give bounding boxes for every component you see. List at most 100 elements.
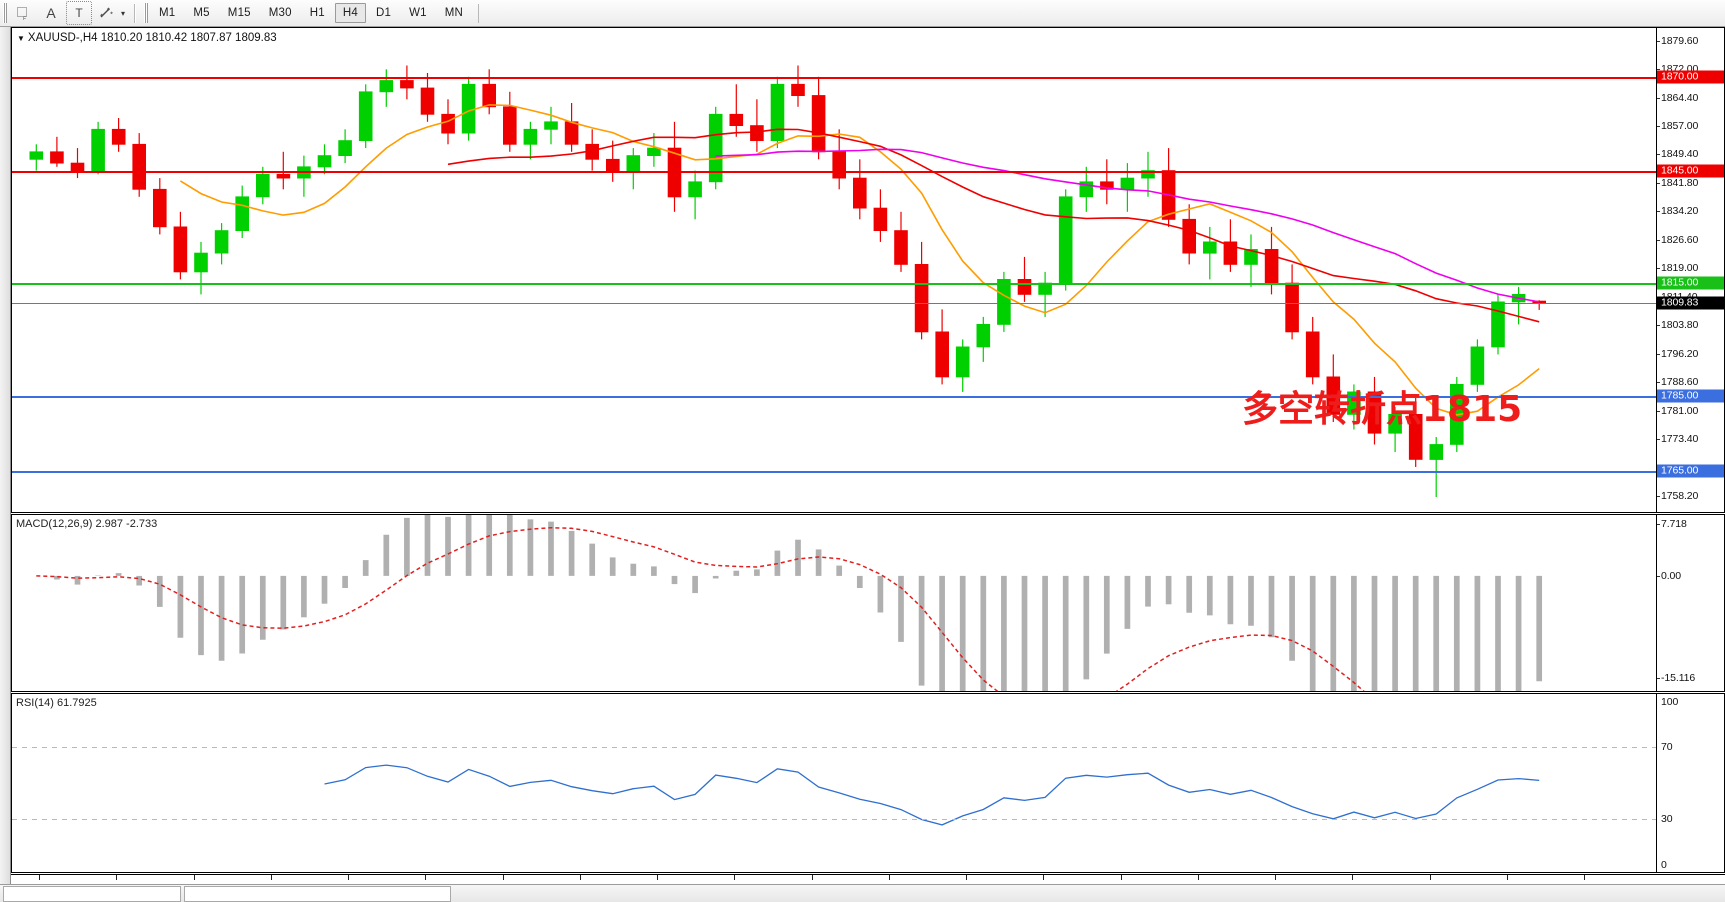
axis-tick-mark <box>1657 353 1660 355</box>
price-plot-area[interactable]: 多空转折点1815 <box>12 28 1657 512</box>
axis-tick-mark <box>1657 496 1660 498</box>
status-bar <box>0 884 1725 902</box>
price-tick-label: 1819.00 <box>1661 262 1699 275</box>
time-tick-mark <box>1120 875 1122 880</box>
axis-tick-mark <box>1657 523 1660 525</box>
price-pane[interactable]: 多空转折点1815 1879.60 1872.00 1864.40 1857.00 18… <box>11 27 1725 513</box>
time-tick-mark <box>888 875 890 880</box>
axis-tick-mark <box>1657 97 1660 99</box>
time-tick-mark <box>116 875 118 880</box>
price-tick-label: 1773.40 <box>1661 433 1699 446</box>
rsi-tick-label: 100 <box>1661 696 1679 708</box>
price-line-pivot[interactable] <box>12 283 1657 286</box>
crosshair-grid-icon[interactable]: F <box>10 1 36 25</box>
price-pill-resistance[interactable]: 1845.00 <box>1657 164 1724 178</box>
time-tick-mark <box>1197 875 1199 880</box>
axis-tick-mark <box>1657 410 1660 412</box>
macd-plot-area[interactable] <box>12 515 1657 691</box>
timeframe-m5[interactable]: M5 <box>193 7 210 19</box>
price-pill-support[interactable]: 1785.00 <box>1657 389 1724 403</box>
price-tick-label: 1796.20 <box>1661 347 1699 360</box>
macd-tick-label: 0.00 <box>1661 569 1682 582</box>
axis-tick-mark <box>1657 40 1660 42</box>
toolbar-separator <box>134 3 137 23</box>
macd-tick-label: 7.718 <box>1661 517 1687 530</box>
price-pill-resistance[interactable]: 1870.00 <box>1657 70 1724 84</box>
objects-tool-icon[interactable] <box>94 1 120 25</box>
price-tick-label: 1857.00 <box>1661 119 1699 132</box>
timeframe-m30[interactable]: M30 <box>268 7 292 19</box>
time-tick-mark <box>1352 875 1354 880</box>
text-tool-icon[interactable]: A <box>38 1 64 25</box>
svg-text:F: F <box>23 16 26 21</box>
macd-pane[interactable]: 7.718 0.00 -15.116 MACD(12,26,9) 2.987 -2.… <box>11 514 1725 692</box>
macd-axis[interactable]: 7.718 0.00 -15.116 <box>1656 515 1724 691</box>
time-tick-mark <box>734 875 736 880</box>
objects-dropdown-icon[interactable]: ▾ <box>121 8 126 18</box>
macd-tick-label: -15.116 <box>1661 672 1696 685</box>
time-tick-mark <box>579 875 581 880</box>
rsi-axis[interactable]: 100 70 30 0 <box>1656 694 1724 872</box>
price-tick-label: 1826.60 <box>1661 233 1699 246</box>
label-tool-icon[interactable]: T <box>66 1 92 25</box>
rsi-level-30 <box>12 818 1657 820</box>
chart-annotation: 多空转折点1815 <box>1242 389 1523 430</box>
timeframe-mn[interactable]: MN <box>444 7 464 19</box>
price-line-last-price[interactable] <box>12 302 1657 304</box>
price-pill-support[interactable]: 1765.00 <box>1657 464 1724 478</box>
rsi-pane[interactable]: 100 70 30 0 RSI(14) 61.7925 <box>11 693 1725 873</box>
price-line-support[interactable] <box>12 395 1657 398</box>
axis-tick-mark <box>1657 69 1660 71</box>
timeframe-w1[interactable]: W1 <box>409 7 427 19</box>
timeframe-h4[interactable]: H4 <box>334 3 366 23</box>
rsi-svg <box>324 764 1540 826</box>
axis-tick-mark <box>1657 154 1660 156</box>
price-tick-label: 1841.80 <box>1661 176 1699 189</box>
price-line-resistance[interactable] <box>12 76 1657 79</box>
price-tick-label: 1879.60 <box>1661 34 1699 47</box>
timeframe-d1[interactable]: D1 <box>375 7 392 19</box>
rsi-plot-area[interactable] <box>12 694 1657 872</box>
price-line-resistance[interactable] <box>12 170 1657 173</box>
chart-frame: 多空转折点1815 1879.60 1872.00 1864.40 1857.00 18… <box>0 27 1725 901</box>
axis-tick-mark <box>1657 268 1660 270</box>
price-tick-label: 1849.40 <box>1661 148 1699 161</box>
symbol-ohlc-text: XAUUSD-,H4 1810.20 1810.42 1807.87 1809.… <box>27 32 277 44</box>
rsi-tick-label: 30 <box>1661 812 1673 825</box>
price-line-support[interactable] <box>12 470 1657 473</box>
timeframe-drag-handle[interactable] <box>144 3 149 23</box>
status-cell-right <box>184 885 451 902</box>
status-cell-left <box>3 885 181 902</box>
timeframe-m15[interactable]: M15 <box>227 7 251 19</box>
timeframe-m1[interactable]: M1 <box>159 7 176 19</box>
timeframe-h1[interactable]: H1 <box>309 7 325 19</box>
axis-tick-mark <box>1657 678 1660 680</box>
toolbar-separator-right <box>478 3 480 23</box>
label-tool-glyph: T <box>75 6 83 20</box>
price-tick-label: 1864.40 <box>1661 91 1699 104</box>
price-axis[interactable]: 1879.60 1872.00 1864.40 1857.00 1849.40 1841.… <box>1656 28 1724 512</box>
axis-tick-mark <box>1657 182 1660 184</box>
time-tick-mark <box>425 875 427 880</box>
axis-tick-mark <box>1657 575 1660 577</box>
price-pill-pivot[interactable]: 1815.00 <box>1657 276 1724 290</box>
axis-tick-mark <box>1657 239 1660 241</box>
time-tick-mark <box>811 875 813 880</box>
price-tick-label: 1781.00 <box>1661 404 1699 417</box>
rsi-level-70 <box>12 747 1657 749</box>
price-pill-last-price[interactable]: 1809.83 <box>1657 296 1724 310</box>
price-tick-label: 1803.80 <box>1661 319 1699 332</box>
time-tick-mark <box>348 875 350 880</box>
axis-tick-mark <box>1657 211 1660 213</box>
rsi-tick-label: 70 <box>1661 741 1673 754</box>
time-tick-mark <box>1275 875 1277 880</box>
price-candles-svg <box>29 65 1547 497</box>
toolbar-drag-handle[interactable] <box>3 3 7 23</box>
axis-tick-mark <box>1657 439 1660 441</box>
time-tick-mark <box>39 875 40 880</box>
axis-tick-mark <box>1657 125 1660 127</box>
price-tick-label: 1758.20 <box>1661 490 1699 503</box>
symbol-caret-icon[interactable]: ▼ <box>17 34 25 43</box>
time-tick-mark <box>1429 875 1431 880</box>
time-tick-mark <box>657 875 659 880</box>
